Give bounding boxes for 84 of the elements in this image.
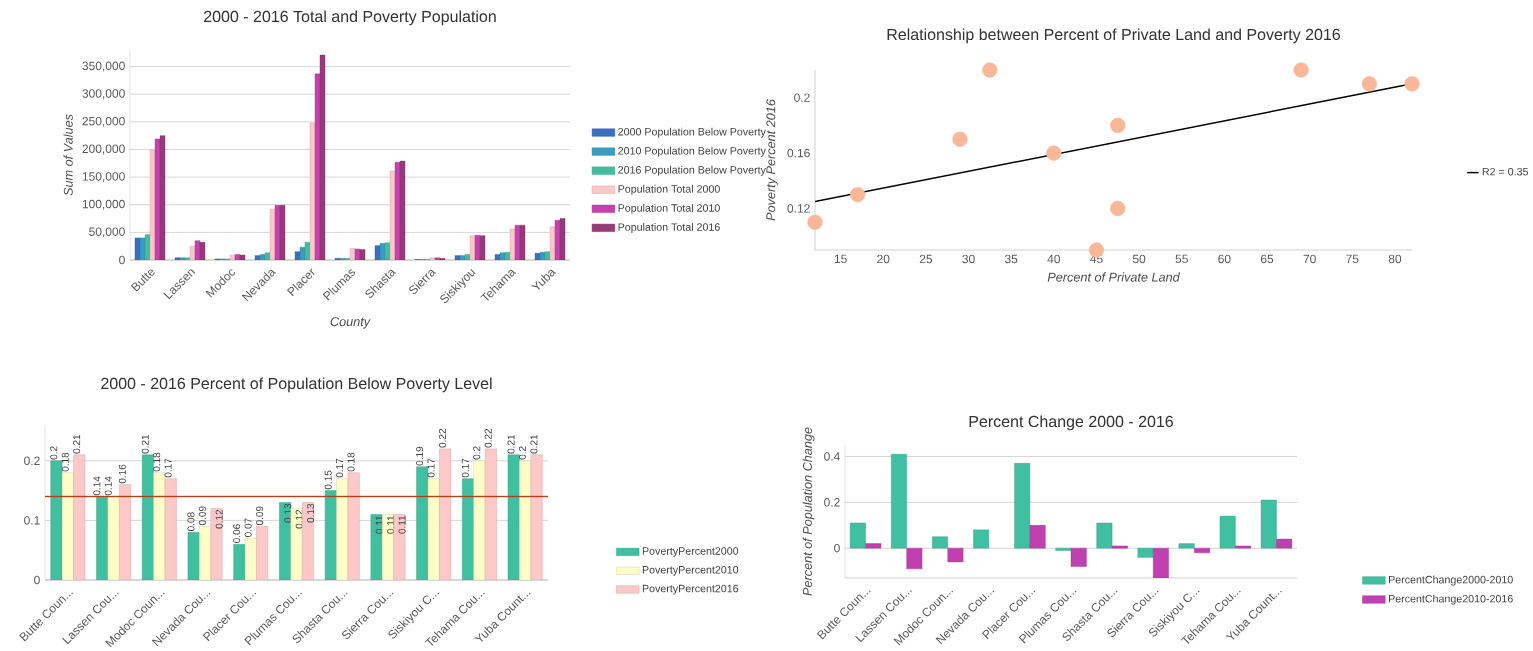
data-label: 0.22 xyxy=(438,428,446,448)
y-tick-label: 0.12 xyxy=(787,204,810,213)
legend-label: PovertyPercent2010 xyxy=(642,565,739,576)
data-label: 0.19 xyxy=(416,446,424,466)
y-tick-label: 0.2 xyxy=(24,456,40,466)
y-axis-title: Poverty Percent 2016 xyxy=(766,99,778,221)
data-label: 0.18 xyxy=(153,452,161,472)
y-tick-label: 0 xyxy=(34,575,40,585)
legend-label: 2010 Population Below Poverty xyxy=(618,146,766,157)
x-tick-label: 50 xyxy=(1132,254,1146,264)
x-tick-label: 80 xyxy=(1388,254,1402,264)
data-label: 0.21 xyxy=(530,434,538,454)
data-label: 0.06 xyxy=(233,524,241,543)
chart-title: 2000 - 2016 Total and Poverty Population xyxy=(204,10,496,26)
data-label: 0.13 xyxy=(307,503,315,523)
chart-title: 2000 - 2016 Percent of Population Below Poverty Level xyxy=(101,377,492,393)
data-label: 0.08 xyxy=(187,512,195,531)
data-label: 0.13 xyxy=(284,503,292,523)
x-tick-label: 30 xyxy=(962,254,975,264)
x-tick-label: 60 xyxy=(1218,254,1231,264)
data-label: 0.2 xyxy=(50,446,58,460)
legend-label: Population Total 2010 xyxy=(618,203,720,214)
data-label: 0.11 xyxy=(398,515,406,534)
y-tick-label: 250,000 xyxy=(82,116,125,127)
data-label: 0.09 xyxy=(198,506,206,526)
y-tick-label: 0 xyxy=(834,543,840,553)
data-label: 0.17 xyxy=(461,458,469,478)
y-tick-label: 0.2 xyxy=(824,498,840,507)
x-tick-label: 40 xyxy=(1047,254,1061,264)
y-tick-label: 150,000 xyxy=(82,172,125,183)
data-label: 0.15 xyxy=(324,470,332,490)
y-tick-label: 0.2 xyxy=(794,93,810,102)
data-label: 0.21 xyxy=(141,434,149,454)
legend-label: PercentChange2010-2016 xyxy=(1389,594,1513,605)
legend-label: PercentChange2000-2010 xyxy=(1389,575,1513,586)
data-label: 0.07 xyxy=(244,518,252,537)
legend-label: R2 = 0.35 xyxy=(1482,167,1529,176)
x-tick-label: 70 xyxy=(1303,254,1316,264)
data-label: 0.09 xyxy=(256,506,264,526)
x-axis-title: County xyxy=(330,317,371,329)
x-tick-label: 15 xyxy=(834,254,847,264)
chart-title: Relationship between Percent of Private Land and Poverty 2016 xyxy=(887,28,1340,44)
y-tick-label: 350,000 xyxy=(82,61,125,72)
data-label: 0.11 xyxy=(387,515,395,534)
y-axis-title: Percent of Population Change xyxy=(802,427,815,596)
legend-label: PovertyPercent2000 xyxy=(642,547,739,557)
data-label: 0.18 xyxy=(347,452,355,472)
data-label: 0.22 xyxy=(484,428,492,448)
y-tick-label: 300,000 xyxy=(82,89,125,100)
chart-title: Percent Change 2000 - 2016 xyxy=(969,415,1174,431)
data-label: 0.2 xyxy=(518,446,527,460)
y-tick-label: 100,000 xyxy=(82,199,125,210)
y-tick-label: 0.1 xyxy=(24,516,40,525)
y-tick-label: 0.4 xyxy=(824,452,840,461)
data-label: 0.2 xyxy=(473,446,481,460)
x-tick-label: 75 xyxy=(1346,254,1359,264)
data-label: 0.11 xyxy=(375,515,383,534)
data-label: 0.14 xyxy=(93,476,101,496)
legend-label: PovertyPercent2016 xyxy=(642,584,739,595)
data-label: 0.21 xyxy=(73,434,81,454)
data-label: 0.14 xyxy=(104,476,112,496)
data-label: 0.17 xyxy=(336,458,344,478)
data-label: 0.12 xyxy=(295,509,303,529)
y-tick-label: 200,000 xyxy=(82,144,125,155)
legend-label: Population Total 2016 xyxy=(618,222,720,233)
data-label: 0.12 xyxy=(215,509,223,529)
legend-label: 2000 Population Below Poverty xyxy=(618,127,766,138)
data-label: 0.18 xyxy=(61,452,69,472)
x-tick-label: 25 xyxy=(919,254,933,264)
data-label: 0.17 xyxy=(164,458,172,478)
y-tick-label: 0 xyxy=(119,255,125,265)
x-tick-label: 35 xyxy=(1004,254,1018,264)
y-tick-label: 50,000 xyxy=(89,227,125,238)
x-tick-label: 20 xyxy=(877,254,890,264)
x-tick-label: Yuba xyxy=(531,269,557,290)
data-label: 0.21 xyxy=(507,434,515,454)
x-tick-label: 55 xyxy=(1175,254,1188,264)
data-label: 0.17 xyxy=(427,458,435,478)
legend-label: Population Total 2000 xyxy=(618,184,720,195)
legend-label: 2016 Population Below Poverty xyxy=(618,165,766,176)
x-tick-label: 65 xyxy=(1260,254,1274,264)
y-tick-label: 0.16 xyxy=(787,148,810,158)
x-axis-title: Percent of Private Land xyxy=(1047,272,1181,282)
y-axis-title: Sum of Values xyxy=(63,114,73,196)
